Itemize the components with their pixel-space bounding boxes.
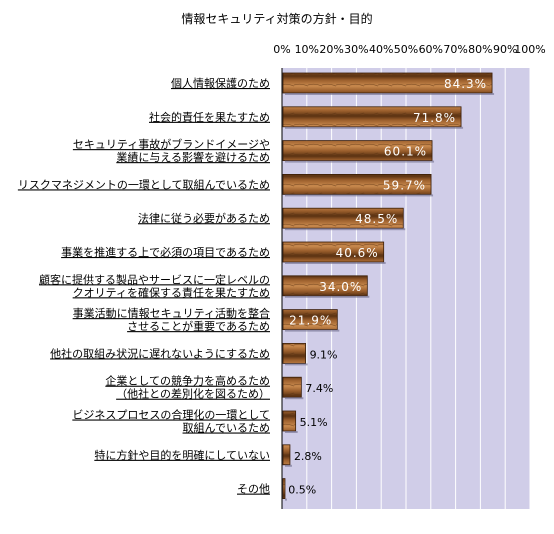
data-label: 0.5%	[288, 484, 316, 497]
bar-shadow	[285, 228, 406, 231]
category-label: 個人情報保護のため	[171, 76, 270, 90]
bar-shadow	[285, 262, 386, 264]
bar	[282, 444, 291, 466]
category-label: 特に方針や目的を明確にしていない	[94, 448, 270, 462]
data-label: 40.6%	[336, 246, 379, 260]
category-label: クオリティを確保する責任を果たすため	[73, 285, 270, 299]
data-label: 21.9%	[289, 314, 332, 328]
data-label: 9.1%	[310, 348, 338, 361]
category-label: 事業活動に情報セキュリティ活動を整合	[73, 306, 270, 320]
bar-shadow	[285, 431, 298, 433]
bar-shadow	[285, 126, 464, 129]
category-label: ビジネスプロセスの合理化の一環として	[72, 408, 270, 422]
bar-shadow	[285, 295, 370, 298]
data-label: 84.3%	[444, 77, 487, 91]
category-label: 顧客に提供する製品やサービスに一定レベルの	[39, 272, 270, 286]
bar-shadow	[285, 160, 435, 163]
x-tick-label: 0%	[273, 43, 290, 56]
category-label: 事業を推進する上で必須の項目であるため	[61, 245, 270, 259]
data-label: 71.8%	[413, 111, 456, 125]
x-tick-label: 100%	[514, 43, 545, 56]
category-label: 取組んでいるため	[183, 422, 270, 435]
x-tick-label: 40%	[369, 43, 393, 56]
category-label: セキュリティ事故がブランドイメージや	[73, 137, 270, 151]
data-label: 5.1%	[300, 416, 328, 429]
bar-shadow	[285, 329, 340, 332]
x-tick-label: 60%	[419, 43, 443, 56]
x-tick-label: 70%	[443, 43, 467, 56]
bar-shadow	[285, 397, 304, 400]
bar	[282, 478, 286, 500]
category-label: させることが重要であるため	[127, 319, 270, 333]
data-label: 34.0%	[319, 280, 362, 294]
bar-shadow	[285, 498, 287, 501]
data-label: 2.8%	[294, 450, 322, 463]
category-label: リスクマネジメントの一環として取組んでいるため	[18, 178, 270, 191]
x-tick-label: 80%	[468, 43, 492, 56]
category-label: 社会的責任を果たすため	[149, 110, 270, 124]
data-label: 48.5%	[355, 212, 398, 226]
category-label: （他社との差別化を図るため）	[116, 387, 270, 401]
data-label: 7.4%	[305, 382, 333, 395]
bar	[282, 376, 302, 398]
bar-shadow	[285, 464, 292, 467]
x-tick-label: 90%	[493, 43, 517, 56]
bar-shadow	[285, 194, 434, 197]
bar	[282, 342, 306, 364]
bar-shadow	[285, 363, 308, 366]
chart-title: 情報セキュリティ対策の方針・目的	[181, 12, 373, 26]
x-tick-label: 30%	[344, 43, 368, 56]
category-label: その他	[237, 483, 270, 496]
x-tick-label: 20%	[319, 43, 343, 56]
data-label: 60.1%	[384, 145, 427, 159]
x-tick-label: 50%	[394, 43, 418, 56]
data-label: 59.7%	[383, 178, 426, 192]
category-label: 業績に与える影響を避けるため	[116, 150, 270, 164]
x-tick-label: 10%	[295, 43, 319, 56]
bar-shadow	[285, 93, 495, 95]
category-label: 企業としての競争力を高めるため	[105, 374, 270, 388]
category-label: 法律に従う必要があるため	[138, 211, 270, 225]
bar	[282, 410, 297, 432]
category-label: 他社の取組み状況に遅れないようにするため	[50, 346, 270, 360]
